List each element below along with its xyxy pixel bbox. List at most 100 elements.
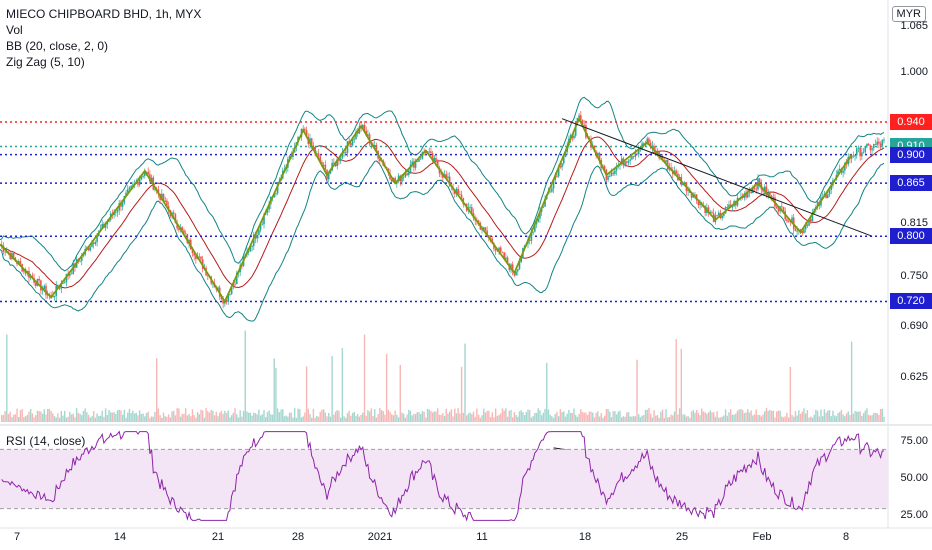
- volume-bar: [529, 410, 531, 422]
- volume-bar: [638, 414, 640, 422]
- volume-bar: [821, 416, 824, 422]
- volume-bar: [726, 415, 728, 422]
- volume-bar: [70, 414, 73, 422]
- currency-button[interactable]: MYR: [891, 6, 926, 22]
- volume-bar: [457, 408, 459, 422]
- candle-body: [60, 283, 63, 289]
- volume-bar: [36, 410, 39, 422]
- candle-body: [70, 273, 73, 275]
- volume-bar: [149, 417, 151, 422]
- volume-bar: [861, 415, 863, 422]
- volume-bar: [653, 410, 655, 422]
- volume-bar: [113, 412, 115, 422]
- candle-body: [484, 227, 487, 231]
- candle-body: [632, 156, 635, 158]
- volume-bar: [271, 414, 274, 422]
- volume-bar: [634, 416, 637, 422]
- volume-bar: [813, 414, 815, 422]
- volume-bar: [675, 339, 677, 422]
- volume-bar: [832, 410, 834, 422]
- candle-body: [230, 286, 233, 295]
- volume-bar: [690, 411, 693, 422]
- volume-bar: [815, 409, 817, 422]
- candle-body: [608, 175, 611, 177]
- volume-bar: [64, 410, 66, 422]
- volume-bar: [614, 411, 616, 422]
- candle-body: [333, 162, 335, 164]
- candle-body: [436, 161, 439, 168]
- volume-bar: [23, 417, 25, 422]
- volume-bar: [31, 413, 34, 422]
- volume-bar: [224, 411, 226, 422]
- candle-body: [125, 192, 127, 196]
- volume-bars: [1, 330, 885, 422]
- volume-bar: [408, 409, 410, 422]
- candle-body: [876, 141, 878, 145]
- volume-bar: [876, 413, 878, 422]
- candle-body: [477, 220, 480, 223]
- candle-body: [494, 248, 497, 251]
- candle-body: [350, 143, 352, 146]
- volume-bar: [411, 415, 413, 422]
- candle-body: [327, 173, 330, 180]
- candle-body: [191, 249, 194, 254]
- candle-body: [249, 246, 252, 252]
- volume-bar: [866, 408, 868, 422]
- candle-body: [796, 230, 798, 232]
- candle-body: [431, 153, 434, 162]
- volume-bar: [99, 415, 102, 422]
- candle-body: [515, 271, 517, 276]
- volume-bar: [789, 366, 792, 422]
- volume-bar: [288, 412, 291, 422]
- volume-bar: [508, 410, 510, 422]
- legend-bb: BB (20, close, 2, 0): [6, 39, 109, 53]
- candle-body: [862, 151, 865, 153]
- candle-body: [830, 185, 832, 190]
- volume-bar: [733, 414, 735, 422]
- candle-body: [806, 224, 809, 226]
- volume-bar: [355, 415, 357, 422]
- volume-bar: [544, 408, 546, 422]
- volume-bar: [69, 411, 71, 422]
- candle-body: [266, 209, 269, 213]
- volume-bar: [631, 416, 633, 422]
- candle-body: [794, 229, 797, 231]
- volume-bar: [849, 415, 851, 422]
- level-price-tag: 0.720: [890, 293, 932, 310]
- candle-body: [220, 296, 223, 300]
- candle-body: [837, 170, 839, 176]
- time-tick-label: 25: [675, 531, 689, 543]
- volume-bar: [491, 412, 493, 422]
- volume-bar: [620, 417, 623, 422]
- volume-bar: [833, 415, 836, 422]
- volume-bar: [339, 417, 342, 422]
- volume-bar: [14, 414, 17, 422]
- volume-bar: [420, 414, 422, 422]
- candle-body: [419, 158, 422, 160]
- volume-bar: [440, 415, 442, 422]
- candle-body: [414, 161, 417, 168]
- candle-body: [562, 157, 565, 164]
- volume-bar: [592, 412, 594, 422]
- volume-bar: [595, 412, 597, 422]
- trendlines: [553, 118, 873, 490]
- volume-bar: [735, 413, 737, 422]
- volume-bar: [389, 411, 391, 422]
- volume-bar: [847, 411, 849, 422]
- volume-bar: [425, 417, 427, 422]
- candle-body: [881, 139, 884, 146]
- volume-bar: [96, 413, 98, 422]
- candle-body: [503, 252, 505, 260]
- volume-bar: [52, 413, 54, 422]
- volume-bar: [782, 417, 785, 422]
- volume-bar: [314, 417, 316, 422]
- volume-bar: [840, 409, 843, 422]
- candle-body: [174, 214, 177, 224]
- candle-body: [140, 176, 143, 180]
- candle-body: [292, 152, 294, 158]
- volume-bar: [798, 410, 800, 422]
- volume-bar: [91, 416, 93, 422]
- volume-bar: [738, 409, 740, 422]
- rsi-tick-label: 75.00: [900, 435, 928, 447]
